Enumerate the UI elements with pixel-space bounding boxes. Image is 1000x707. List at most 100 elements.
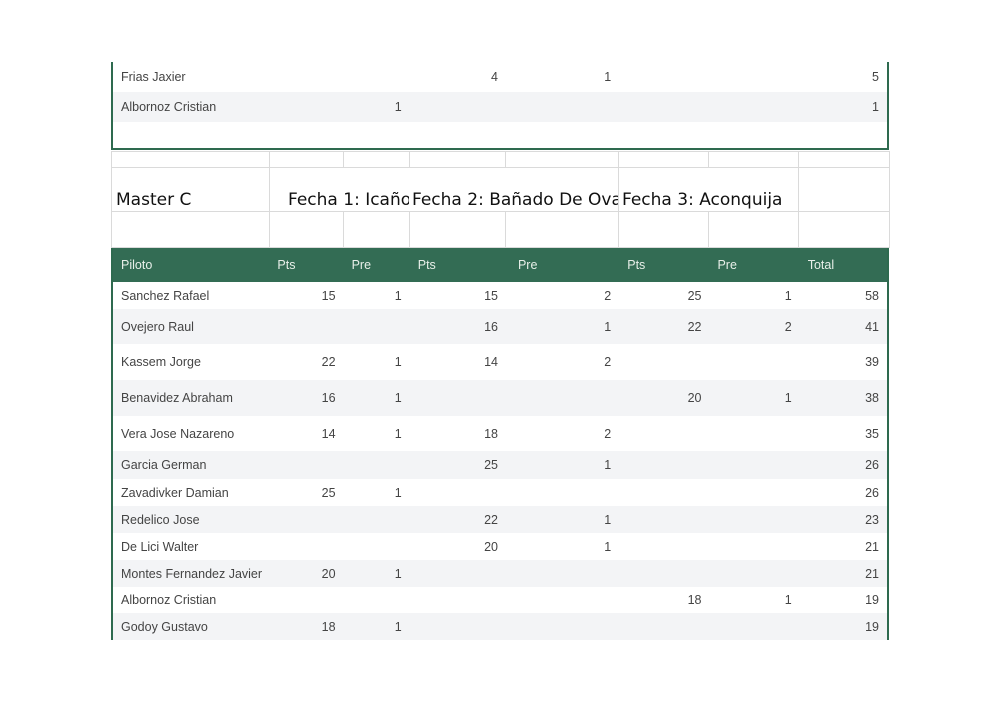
pts3-cell [619, 533, 709, 560]
table-row: Sanchez Rafael 15 1 15 2 25 1 58 [112, 282, 888, 309]
pre3-cell [709, 62, 799, 92]
pre3-cell [709, 451, 800, 479]
table-row: Montes Fernandez Javier 20 1 21 [112, 560, 888, 587]
standings-sheet: Frias Jaxier 4 1 5 Albornoz Cristian 1 1 [111, 62, 890, 640]
piloto-cell: Montes Fernandez Javier [112, 560, 270, 587]
pre3-cell [709, 479, 799, 506]
piloto-cell: Kassem Jorge [121, 355, 201, 369]
pts2-cell: 22 [409, 506, 506, 533]
pts1-cell: 16 [269, 380, 344, 416]
total-cell: 26 [865, 485, 879, 500]
pre3-cell: 1 [784, 593, 792, 607]
pre2-cell [506, 479, 619, 506]
pre3-cell: 2 [709, 309, 800, 344]
table-row: Godoy Gustavo 18 1 19 [112, 613, 888, 640]
piloto-cell: Frias Jaxier [121, 70, 186, 84]
piloto-cell: Sanchez Rafael [121, 288, 210, 303]
pre1-cell [344, 62, 410, 92]
pts1-cell: 18 [269, 613, 344, 640]
total-cell: 38 [799, 380, 888, 416]
pre1-cell [343, 309, 410, 344]
pts2-cell [410, 587, 506, 613]
pre3-cell: 1 [784, 288, 792, 303]
pre1-cell: 1 [343, 92, 410, 122]
fecha1-title: Fecha 1: Icaño [269, 167, 410, 212]
table-row: Redelico Jose 22 1 23 [112, 506, 888, 533]
pts2-cell [409, 613, 506, 640]
pts3-cell: 22 [619, 309, 710, 344]
piloto-cell: Garcia German [112, 451, 270, 479]
pre1-cell: 1 [343, 560, 410, 587]
pre1-cell: 1 [394, 485, 402, 500]
header-pts-fecha2: Pts [409, 248, 506, 282]
pts2-cell: 15 [484, 288, 498, 303]
pts1-cell [269, 92, 344, 122]
pre1-cell: 1 [394, 426, 402, 441]
pts2-cell: 25 [409, 451, 506, 479]
pre3-cell [709, 560, 800, 587]
pre1-cell [343, 506, 410, 533]
piloto-cell: Zavadivker Damian [121, 485, 229, 500]
pre3-cell [709, 506, 800, 533]
pre1-cell: 1 [394, 288, 402, 303]
pre2-cell [505, 92, 620, 122]
pre1-cell [343, 451, 410, 479]
header-total: Total [799, 248, 888, 282]
pts2-cell [410, 479, 506, 506]
total-cell: 35 [865, 426, 879, 441]
header-pre-fecha2: Pre [505, 248, 620, 282]
pts3-cell [619, 506, 710, 533]
pts2-cell: 14 [484, 355, 498, 369]
pts1-cell [269, 62, 343, 92]
table-row: Garcia German 25 1 26 [112, 451, 888, 479]
pts2-cell: 18 [484, 426, 498, 441]
table-row: Frias Jaxier 4 1 5 [112, 62, 888, 92]
table-row: De Lici Walter 20 1 21 [112, 533, 888, 560]
pts3-cell [619, 62, 709, 92]
fecha2-title: Fecha 2: Bañado De Ovanta [409, 167, 619, 212]
pts1-cell: 20 [269, 560, 344, 587]
table-row: Kassem Jorge 22 1 14 2 39 [112, 344, 888, 380]
pts1-cell [269, 309, 344, 344]
pre1-cell [344, 533, 410, 560]
piloto-cell: Albornoz Cristian [112, 92, 270, 122]
pre3-cell: 1 [709, 380, 800, 416]
header-piloto: Piloto [112, 248, 270, 282]
pts1-cell [269, 451, 344, 479]
pts2-cell [409, 92, 506, 122]
header-pre-fecha1: Pre [343, 248, 410, 282]
pre3-cell [709, 533, 799, 560]
table-row: Albornoz Cristian 1 1 [112, 92, 888, 122]
pts1-cell [269, 506, 344, 533]
pre2-cell: 2 [604, 355, 612, 369]
pts3-cell [619, 560, 710, 587]
pre2-cell: 1 [604, 70, 612, 84]
pts1-cell: 25 [321, 485, 336, 500]
pts2-cell: 16 [409, 309, 506, 344]
piloto-cell: Godoy Gustavo [112, 613, 270, 640]
pre2-cell: 1 [505, 451, 620, 479]
piloto-cell: Vera Jose Nazareno [121, 426, 235, 441]
pre2-cell: 1 [604, 539, 612, 554]
pre2-cell [505, 613, 620, 640]
pts3-cell [619, 92, 710, 122]
table-row: Benavidez Abraham 16 1 20 1 38 [112, 380, 888, 416]
pts1-cell [269, 587, 343, 613]
pts1-cell: 14 [321, 426, 336, 441]
total-cell: 1 [799, 92, 888, 122]
pts1-cell [269, 533, 343, 560]
table-row: Albornoz Cristian 18 1 19 [112, 587, 888, 613]
header-pts-fecha3: Pts [619, 248, 710, 282]
pts2-cell: 20 [484, 539, 498, 554]
piloto-cell: Ovejero Raul [112, 309, 270, 344]
table-row: Ovejero Raul 16 1 22 2 41 [112, 309, 888, 344]
pre1-cell: 1 [343, 380, 410, 416]
table-header-row: Piloto Pts Pre Pts Pre Pts Pre Total [112, 248, 888, 282]
total-cell: 23 [799, 506, 888, 533]
pre1-cell: 1 [394, 355, 402, 369]
section-title-grid: Master C Fecha 1: Icaño Fecha 2: Bañado … [111, 151, 890, 248]
pts1-cell: 15 [321, 288, 336, 303]
pts2-cell: 4 [491, 70, 498, 84]
table-row: Vera Jose Nazareno 14 1 18 2 35 [112, 416, 888, 451]
table-row: Zavadivker Damian 25 1 26 [112, 479, 888, 506]
